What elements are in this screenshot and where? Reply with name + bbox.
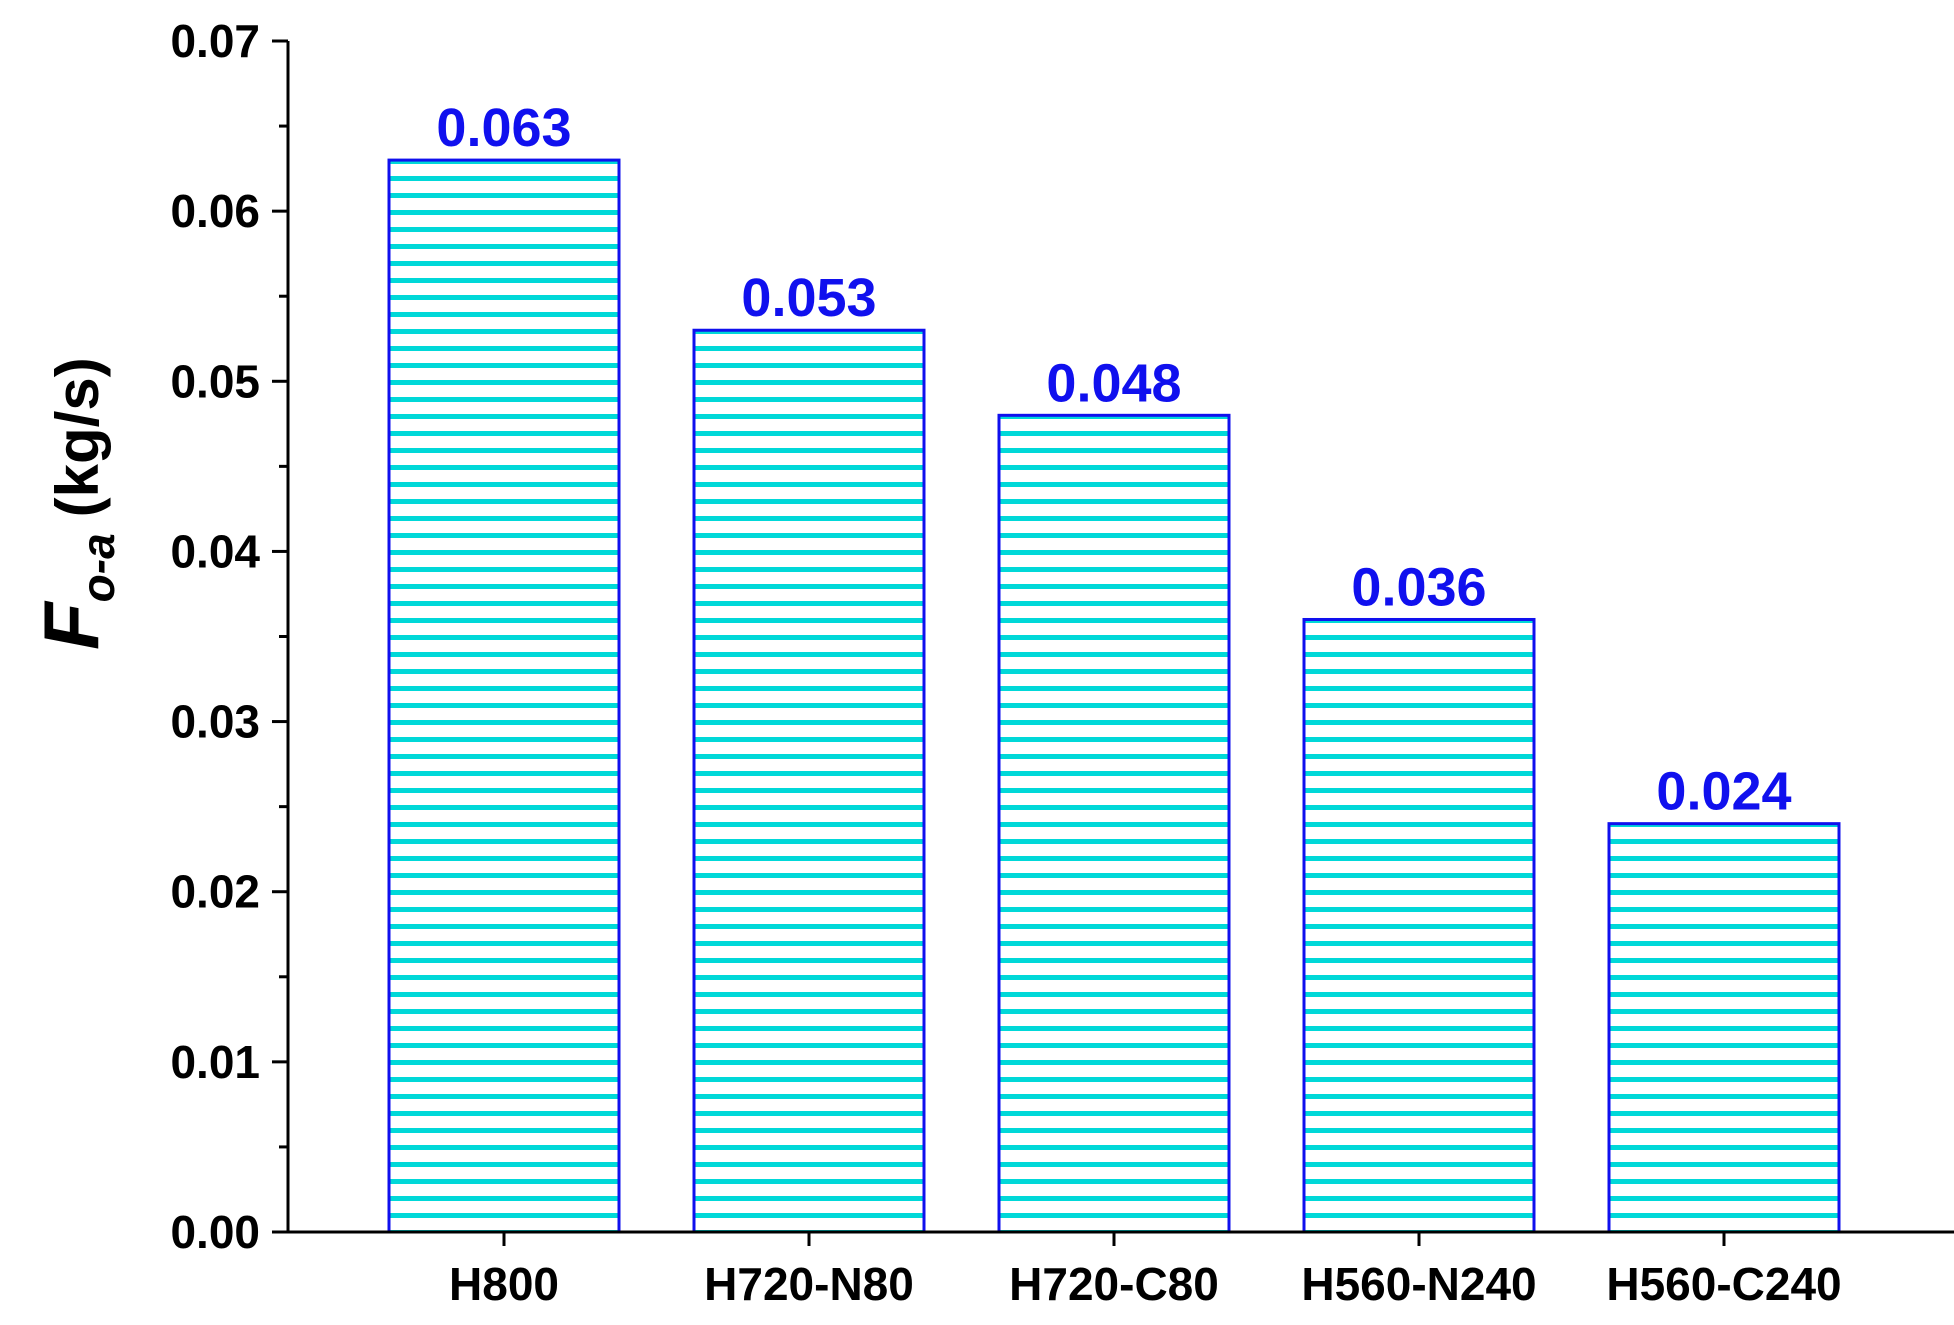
value-label: 0.063 [436,98,571,158]
y-tick-label: 0.04 [170,525,260,577]
value-label: 0.048 [1046,353,1181,413]
y-axis-title: Fo-a (kg/s) [27,357,124,650]
bar-h560-c240 [1607,822,1841,1234]
x-tick-label: H720-N80 [704,1258,914,1310]
bar-h720-n80 [692,328,926,1234]
y-tick-label: 0.07 [170,15,260,67]
bar-h720-c80 [997,413,1231,1234]
x-axis: H800 H720-N80 H720-C80 H560-N240 H560-C240 [288,1230,1954,1310]
x-tick-label: H560-C240 [1606,1258,1841,1310]
y-tick-label: 0.01 [170,1036,260,1088]
y-axis-unit: (kg/s) [44,357,111,517]
y-tick-label: 0.02 [170,866,260,918]
y-axis-symbol: F [27,600,115,650]
value-label: 0.024 [1656,762,1791,822]
x-tick-label: H560-N240 [1301,1258,1536,1310]
bar-h800 [387,158,621,1234]
y-tick-label: 0.03 [170,696,260,748]
value-label: 0.053 [741,268,876,328]
y-axis: 0.00 0.01 0.02 0.03 0.04 0.05 0.06 0.07 [170,15,290,1258]
y-axis-subscript: o-a [72,533,124,602]
x-ticks: H800 H720-N80 H720-C80 H560-N240 H560-C240 [449,1232,1842,1310]
y-tick-label: 0.00 [170,1206,260,1258]
x-tick-label: H800 [449,1258,559,1310]
y-ticks: 0.00 0.01 0.02 0.03 0.04 0.05 0.06 0.07 [170,15,288,1258]
y-tick-label: 0.05 [170,355,260,407]
bars-group [387,158,1841,1234]
x-tick-label: H720-C80 [1009,1258,1219,1310]
value-label: 0.036 [1351,557,1486,617]
bar-h560-n240 [1302,617,1536,1234]
value-labels-group: 0.063 0.053 0.048 0.036 0.024 [436,98,1791,822]
y-tick-label: 0.06 [170,185,260,237]
